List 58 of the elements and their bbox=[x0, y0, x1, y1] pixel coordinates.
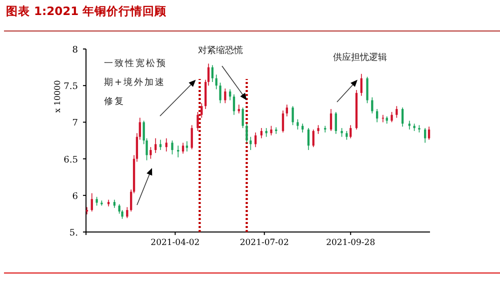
y-axis-title: x 10000 bbox=[53, 80, 62, 113]
candlestick bbox=[260, 128, 263, 139]
candlestick bbox=[186, 140, 188, 152]
candlestick bbox=[371, 96, 374, 114]
candlestick bbox=[90, 192, 93, 212]
candlestick bbox=[246, 123, 248, 144]
candlestick bbox=[86, 206, 88, 215]
candlestick bbox=[390, 112, 393, 123]
candlestick bbox=[242, 107, 244, 128]
candlestick bbox=[270, 125, 272, 136]
x-tick-label: 2021-04-02 bbox=[150, 238, 200, 248]
candlestick bbox=[165, 138, 168, 152]
candlestick bbox=[330, 108, 332, 132]
candlestick bbox=[366, 76, 368, 104]
candlestick bbox=[275, 126, 278, 134]
candlestick bbox=[219, 82, 222, 104]
candlestick bbox=[401, 107, 404, 127]
candlestick bbox=[282, 110, 284, 133]
candlestick bbox=[307, 128, 310, 150]
x-tick-label: 2021-07-02 bbox=[240, 238, 289, 248]
chart-title: 图表 1:2021 年铜价行情回顾 bbox=[6, 4, 168, 18]
candlestick bbox=[190, 124, 193, 150]
y-tick-label: 8 bbox=[72, 46, 78, 56]
candlestick bbox=[292, 106, 294, 126]
y-tick-label: 7.5 bbox=[64, 82, 78, 92]
candlestick bbox=[196, 112, 199, 132]
candlestick bbox=[228, 88, 232, 101]
candlestick bbox=[182, 142, 184, 154]
candlestick bbox=[177, 145, 180, 158]
candlestick bbox=[171, 140, 174, 155]
candlestick bbox=[350, 124, 352, 139]
candlestick bbox=[286, 104, 288, 117]
candlestick bbox=[396, 106, 398, 118]
annotation: 供应担忧逻辑 bbox=[333, 52, 387, 63]
candlestick bbox=[360, 73, 362, 96]
y-tick-label: 5. bbox=[69, 228, 78, 238]
candlestick bbox=[159, 139, 162, 150]
candlestick bbox=[324, 125, 326, 133]
candlestick bbox=[126, 206, 128, 218]
candlestick bbox=[312, 129, 314, 148]
y-tick-label: 6 bbox=[72, 192, 78, 202]
candlestick bbox=[334, 112, 337, 134]
y-tick-label: 6.5 bbox=[64, 155, 78, 166]
candlestick bbox=[211, 64, 214, 82]
candlestick bbox=[150, 146, 152, 160]
candlestick bbox=[232, 94, 236, 116]
candlestick bbox=[200, 102, 203, 118]
annotation: 一致性宽松预期+境外加速修复 bbox=[104, 58, 167, 107]
candlestick bbox=[376, 108, 378, 123]
candlestick bbox=[424, 128, 426, 144]
candlestick bbox=[250, 136, 252, 150]
candlestick bbox=[408, 120, 410, 130]
candlestick bbox=[428, 126, 430, 140]
x-tick-label: 2021-09-28 bbox=[326, 238, 376, 248]
candlestick bbox=[296, 118, 299, 130]
y-tick-label: 7 bbox=[72, 118, 78, 129]
annotation: 对紧缩恐慌 bbox=[198, 45, 243, 56]
candlestick bbox=[154, 138, 157, 154]
